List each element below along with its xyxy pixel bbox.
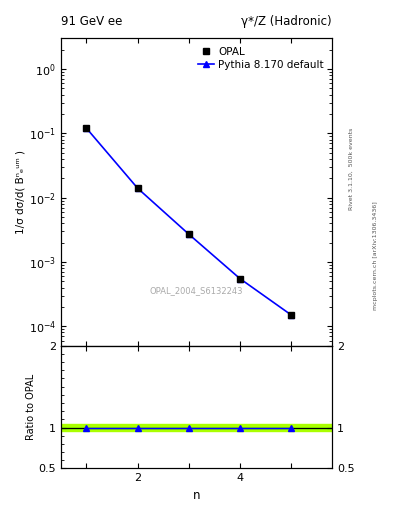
Pythia 8.170 default <box>238 275 242 282</box>
Pythia 8.170 default <box>84 125 89 132</box>
OPAL <box>135 185 140 191</box>
Text: γ*/Z (Hadronic): γ*/Z (Hadronic) <box>241 15 332 28</box>
Text: 91 GeV ee: 91 GeV ee <box>61 15 122 28</box>
Text: OPAL_2004_S6132243: OPAL_2004_S6132243 <box>150 286 243 295</box>
Text: Rivet 3.1.10,  500k events: Rivet 3.1.10, 500k events <box>349 128 354 210</box>
Y-axis label: Ratio to OPAL: Ratio to OPAL <box>26 374 36 440</box>
X-axis label: n: n <box>193 489 200 502</box>
OPAL <box>84 125 89 132</box>
Pythia 8.170 default <box>289 312 294 318</box>
Line: OPAL: OPAL <box>83 125 295 318</box>
OPAL <box>186 231 191 237</box>
Legend: OPAL, Pythia 8.170 default: OPAL, Pythia 8.170 default <box>195 44 327 73</box>
Text: mcplots.cern.ch [arXiv:1306.3436]: mcplots.cern.ch [arXiv:1306.3436] <box>373 202 378 310</box>
OPAL <box>238 275 242 282</box>
Pythia 8.170 default <box>135 185 140 191</box>
Pythia 8.170 default <box>186 231 191 237</box>
OPAL <box>289 312 294 318</box>
Y-axis label: 1/σ dσ/d( Bⁿₑᵘᵐ ): 1/σ dσ/d( Bⁿₑᵘᵐ ) <box>16 150 26 234</box>
Line: Pythia 8.170 default: Pythia 8.170 default <box>83 125 295 318</box>
Bar <box>61 424 332 431</box>
